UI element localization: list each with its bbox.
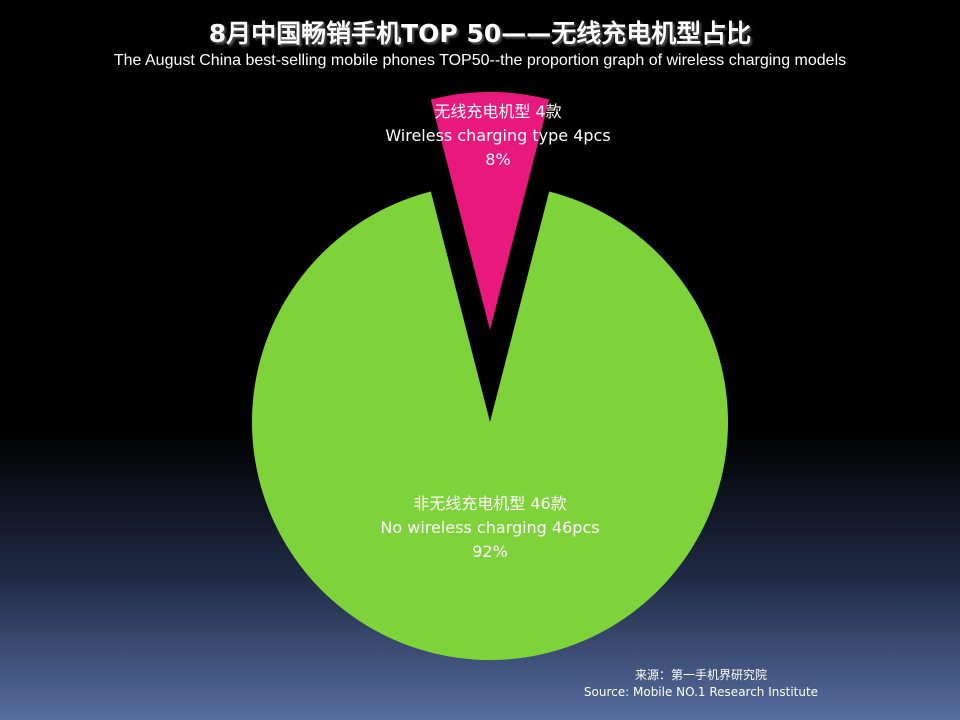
slice-label-nonwireless-percent: 92% — [472, 542, 508, 561]
slice-label-wireless-percent: 8% — [485, 150, 511, 169]
slice-label-nonwireless: 非无线充电机型 46款 No wireless charging 46pcs 9… — [330, 492, 650, 564]
chart-title: 8月中国畅销手机TOP 50——无线充电机型占比 — [208, 19, 752, 48]
slice-label-wireless-zh: 无线充电机型 4款 — [434, 102, 562, 121]
slice-label-nonwireless-en: No wireless charging 46pcs — [380, 518, 600, 537]
chart-subtitle: The August China best-selling mobile pho… — [113, 52, 847, 69]
source-note: 来源：第一手机界研究院 Source: Mobile NO.1 Research… — [556, 667, 846, 701]
pie-slice-nonwireless — [252, 191, 729, 660]
pie-slice-wireless — [430, 92, 550, 330]
slice-label-nonwireless-zh: 非无线充电机型 46款 — [413, 494, 567, 513]
slice-label-wireless: 无线充电机型 4款 Wireless charging type 4pcs 8% — [340, 100, 656, 172]
source-zh: 来源：第一手机界研究院 — [634, 668, 767, 682]
slice-label-wireless-en: Wireless charging type 4pcs — [385, 126, 611, 145]
source-en: Source: Mobile NO.1 Research Institute — [583, 685, 819, 699]
